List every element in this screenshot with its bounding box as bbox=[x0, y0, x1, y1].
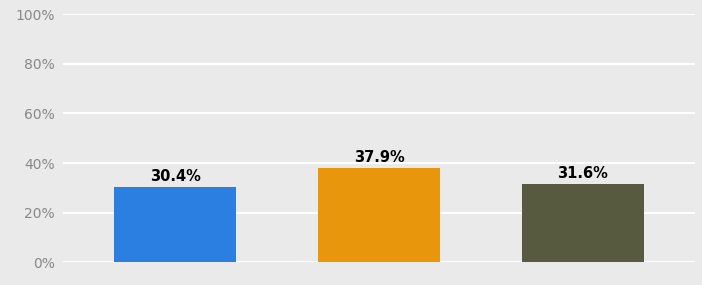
Bar bbox=[114, 187, 237, 262]
Bar bbox=[522, 184, 644, 262]
Text: 30.4%: 30.4% bbox=[150, 169, 201, 184]
Bar bbox=[318, 168, 440, 262]
Text: 37.9%: 37.9% bbox=[354, 150, 404, 165]
Text: 31.6%: 31.6% bbox=[557, 166, 609, 181]
